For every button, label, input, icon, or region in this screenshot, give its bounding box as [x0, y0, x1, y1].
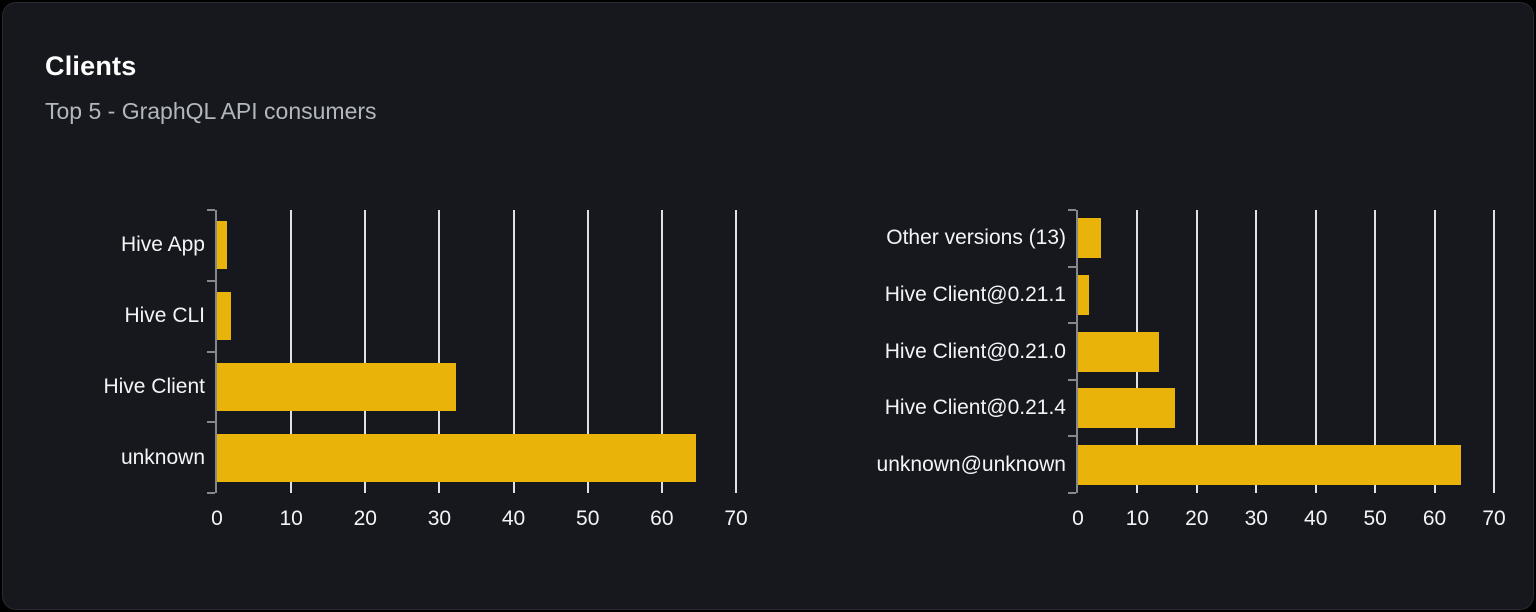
gridline-30	[1255, 210, 1258, 493]
y-axis-tick	[1068, 209, 1076, 211]
clients-by-version-chart: 0 10 20 30 40 50 60 70 Other versions (13) Hive C…	[877, 209, 1506, 530]
category-label-hive-client-0-21-4: Hive Client@0.21.4	[884, 396, 1066, 420]
bar-hive-app	[217, 221, 227, 270]
bar-unknown-unknown	[1078, 444, 1462, 485]
category-label-hive-client-0-21-0: Hive Client@0.21.0	[884, 339, 1066, 363]
category-label-hive-app: Hive App	[120, 233, 205, 257]
gridline-50	[586, 210, 589, 493]
gridline-20	[364, 210, 367, 493]
bar-hive-cli	[217, 292, 232, 341]
bar-hive-client-0-21-1	[1078, 274, 1089, 315]
plot-area: 0 10 20 30 40 50 60 70 Other versions (13) Hive C…	[877, 209, 1506, 530]
x-tick-label-30: 30	[427, 507, 452, 530]
y-axis-tick	[207, 279, 215, 282]
x-tick-label-10: 10	[1125, 507, 1150, 530]
x-tick-label-50: 50	[1363, 507, 1387, 530]
x-tick-label-40: 40	[501, 507, 526, 530]
gridline-70	[1493, 210, 1495, 493]
gridline-40	[1314, 210, 1317, 493]
gridline-40	[512, 210, 515, 493]
gridline-70	[735, 210, 737, 493]
category-label-unknown-unknown: unknown@unknown	[876, 452, 1066, 476]
bar-other-versions-13	[1078, 218, 1102, 259]
page-subtitle: Top 5 - GraphQL API consumers	[45, 98, 377, 124]
y-axis-tick	[1068, 265, 1076, 268]
bar-hive-client-0-21-4	[1078, 388, 1176, 429]
y-axis-tick	[207, 350, 215, 353]
bar-hive-client	[217, 362, 456, 411]
y-axis-tick	[1068, 435, 1076, 438]
y-axis-tick	[207, 209, 215, 211]
category-label-other-versions-13: Other versions (13)	[886, 226, 1066, 250]
x-tick-label-70: 70	[1482, 507, 1506, 530]
bar-hive-client-0-21-0	[1078, 331, 1160, 372]
x-tick-label-10: 10	[279, 507, 303, 530]
x-tick-label-0: 0	[1072, 507, 1084, 530]
y-axis-tick	[1068, 492, 1076, 494]
x-tick-label-60: 60	[650, 507, 674, 530]
y-axis-tick	[207, 421, 215, 424]
category-label-unknown: unknown	[120, 445, 205, 469]
category-label-hive-client: Hive Client	[103, 374, 205, 398]
y-axis-tick	[207, 492, 215, 494]
x-tick-label-0: 0	[211, 507, 223, 530]
x-tick-label-70: 70	[724, 507, 748, 530]
category-label-hive-client-0-21-1: Hive Client@0.21.1	[884, 282, 1066, 306]
gridline-50	[1374, 210, 1377, 493]
gridline-20	[1195, 210, 1198, 493]
y-axis-tick	[1068, 378, 1076, 381]
x-tick-label-50: 50	[576, 507, 600, 530]
gridline-10	[290, 210, 293, 493]
bar-unknown	[217, 433, 696, 482]
plot-area: 0 10 20 30 40 50 60 70 Hive App Hive CLI Hive Clie…	[103, 209, 748, 530]
gridline-60	[660, 210, 663, 493]
category-label-hive-cli: Hive CLI	[124, 304, 205, 328]
clients-by-name-chart: 0 10 20 30 40 50 60 70 Hive App Hive CLI Hive Clie…	[103, 209, 748, 530]
x-tick-label-20: 20	[1185, 507, 1209, 530]
gridline-60	[1433, 210, 1436, 493]
gridline-30	[438, 210, 441, 493]
x-tick-label-30: 30	[1244, 507, 1268, 530]
page-title: Clients	[45, 51, 137, 81]
x-tick-label-40: 40	[1304, 507, 1328, 530]
y-axis-tick	[1068, 322, 1076, 325]
x-tick-label-60: 60	[1422, 507, 1447, 530]
x-tick-label-20: 20	[353, 507, 377, 530]
